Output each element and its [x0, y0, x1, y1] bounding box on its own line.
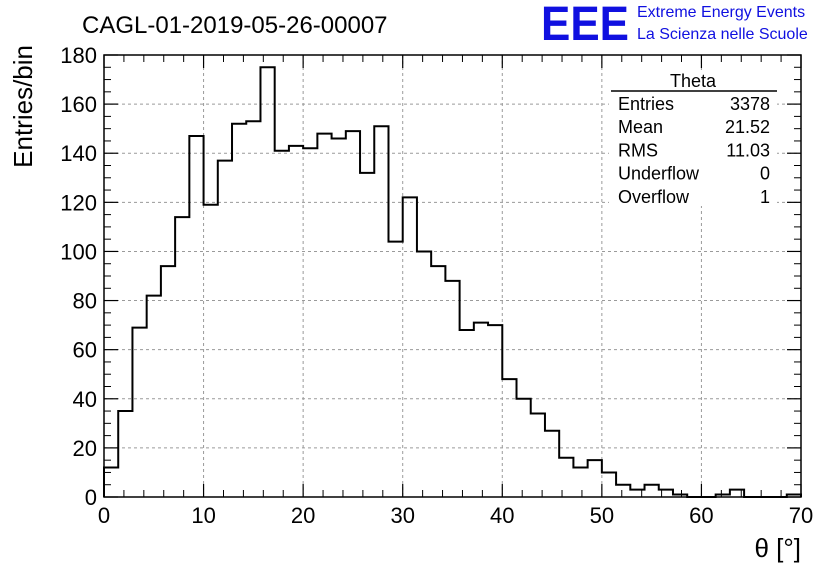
x-tick-label: 40: [490, 503, 514, 528]
stats-rows: Entries 3378 Mean 21.52 RMS 11.03 Underflow 0 Ov…: [618, 94, 770, 207]
stats-label: Mean: [618, 117, 663, 137]
x-tick-label: 30: [390, 503, 414, 528]
y-tick-labels: 0 20 40 60 80 100 120 140 160 180: [60, 43, 97, 510]
x-tick-labels: 0 10 20 30 40 50 60 70: [98, 503, 813, 528]
stats-value: 0: [760, 164, 770, 184]
y-tick-label: 100: [60, 239, 97, 264]
stats-value: 3378: [730, 94, 770, 114]
y-tick-label: 120: [60, 190, 97, 215]
eee-logo: EEE: [541, 0, 629, 51]
y-tick-label: 40: [73, 387, 97, 412]
y-tick-label: 160: [60, 92, 97, 117]
y-tick-label: 60: [73, 338, 97, 363]
y-tick-label: 140: [60, 141, 97, 166]
x-tick-label: 10: [191, 503, 215, 528]
stats-box-bg: [609, 70, 777, 206]
stats-value: 1: [760, 187, 770, 207]
histogram-series-theta: [103, 66, 802, 498]
stats-label: Underflow: [618, 164, 700, 184]
x-tick-label: 20: [291, 503, 315, 528]
x-tick-label: 70: [789, 503, 813, 528]
eee-logo-line2: La Scienza nelle Scuole: [637, 26, 808, 43]
y-tick-label: 20: [73, 436, 97, 461]
stats-label: Overflow: [618, 187, 690, 207]
y-tick-label: 80: [73, 289, 97, 314]
x-tick-label: 0: [98, 503, 110, 528]
grid-lines: [104, 55, 801, 497]
stats-value: 11.03: [726, 140, 770, 160]
stats-title: Theta: [670, 71, 717, 91]
stats-value: 21.52: [725, 117, 770, 137]
x-tick-label: 60: [689, 503, 713, 528]
y-axis-label: Entries/bin: [8, 45, 38, 168]
eee-logo-line1: Extreme Energy Events: [637, 4, 805, 21]
stats-label: Entries: [618, 94, 674, 114]
chart-title: CAGL-01-2019-05-26-00007: [82, 12, 388, 39]
x-tick-label: 50: [590, 503, 614, 528]
x-axis-label: θ [°]: [754, 533, 801, 563]
stats-label: RMS: [618, 140, 658, 160]
axis-ticks: [103, 54, 802, 498]
stats-box: Theta Entries 3378 Mean 21.52 RMS 11.03 Underf…: [609, 70, 777, 207]
y-tick-label: 0: [85, 485, 97, 510]
y-tick-label: 180: [60, 43, 97, 68]
